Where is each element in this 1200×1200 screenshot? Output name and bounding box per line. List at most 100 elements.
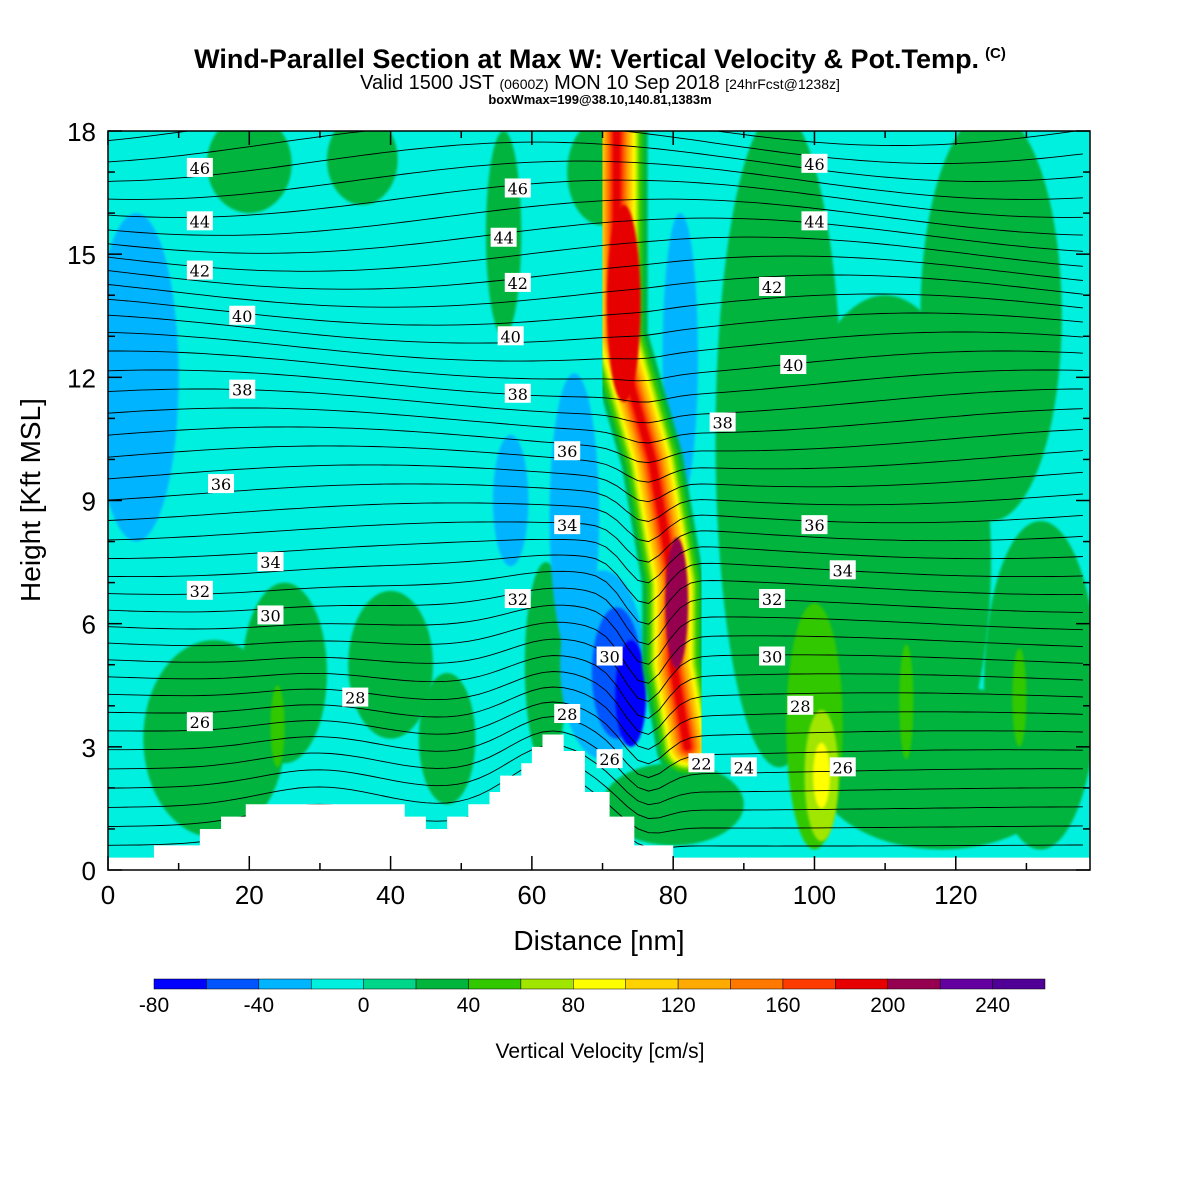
colorbar-swatch (992, 978, 1046, 990)
colorbar-tick-label: -40 (244, 994, 274, 1017)
x-tick-label: 120 (934, 880, 977, 910)
colorbar-tick-label: 40 (457, 994, 480, 1017)
isentrope-label-bg (186, 260, 213, 280)
isentrope-label-text: 24 (734, 758, 754, 777)
isentrope-line (108, 464, 1083, 503)
x-axis: 0 20 40 60 80 100 120 (101, 131, 1028, 910)
isentrope-label: 42 (186, 260, 213, 281)
y-tick-label: 3 (82, 733, 96, 763)
chart-title: Wind-Parallel Section at Max W: Vertical… (0, 44, 1200, 75)
isentrope-label: 28 (554, 703, 581, 724)
y-tick-label: 9 (82, 487, 96, 517)
isentrope-line (108, 502, 1083, 543)
isentrope-label-bg (759, 277, 786, 297)
isentrope-line (108, 388, 1083, 424)
colorbar-swatch (782, 978, 836, 990)
isentrope-line (108, 236, 1083, 272)
isentrope-label-text: 26 (599, 750, 619, 769)
x-tick-label: 0 (101, 880, 115, 910)
velocity-cell (602, 763, 744, 846)
isentrope-line (108, 521, 1083, 563)
contour-labels: 46 44 42 40 38 36 34 32 30 28 26 46 44 42 40 38 36 34 32 30… (186, 153, 856, 777)
isentrope-line (108, 160, 1083, 200)
isentrope-label-text: 32 (508, 590, 528, 609)
isentrope-label: 34 (829, 560, 856, 580)
isentrope-line (108, 445, 1083, 483)
velocity-cell (1012, 648, 1027, 747)
isentrope-line (108, 570, 1083, 625)
y-tick-label: 18 (67, 117, 96, 147)
velocity-cell (920, 131, 1062, 521)
colorbar-swatch (310, 978, 364, 990)
isentrope-label: 38 (504, 383, 531, 404)
colorbar-tick-label: 0 (358, 994, 370, 1017)
isentrope-line (108, 274, 1083, 308)
y-axis-title: Height [Kft MSL] (15, 398, 46, 602)
y-tick-label: 0 (82, 856, 96, 886)
x-axis-title: Distance [nm] (513, 925, 684, 956)
isentrope-label-bg (801, 211, 828, 231)
colorbar-tick-label: 240 (975, 994, 1010, 1017)
isentrope-label: 38 (709, 412, 736, 432)
isentrope-label-text: 36 (804, 516, 824, 535)
velocity-cell (899, 644, 914, 760)
isentrope-label-bg (504, 589, 531, 609)
isentrope-label: 40 (229, 305, 256, 326)
isentrope-label-bg (497, 326, 524, 346)
isentrope-line (108, 621, 1083, 684)
isentrope-line (108, 141, 1083, 182)
colorbar-tick-label: 80 (562, 994, 585, 1017)
colorbar-tick-label: 160 (765, 994, 800, 1017)
isentrope-line (108, 131, 1079, 146)
isentrope-line (108, 331, 1083, 362)
isentrope-label-text: 34 (557, 516, 577, 535)
isentrope-label: 30 (596, 646, 623, 667)
isentrope-line (108, 483, 1083, 522)
isentrope-label-bg (759, 646, 786, 666)
isentrope-label-text: 26 (190, 713, 210, 732)
isentrope-label-bg (229, 305, 256, 325)
velocity-cell (327, 131, 398, 205)
isentrope-label-bg (490, 227, 517, 247)
isentrope-label-text: 36 (211, 475, 231, 494)
terrain-polygon (108, 734, 1090, 870)
isentrope-line (108, 426, 1083, 464)
isentrope-label-text: 30 (260, 606, 280, 625)
isentrope-label-bg (780, 355, 807, 375)
isentrope-label-bg (257, 552, 284, 572)
isentrope-line (108, 655, 1083, 719)
y-tick-label: 15 (67, 240, 96, 270)
isentrope-label-text: 42 (762, 278, 782, 297)
isentrope-label-text: 30 (762, 648, 782, 667)
isentrope-label-bg (554, 441, 581, 461)
isentrope-label-bg (186, 211, 213, 231)
isentrope-label-text: 30 (599, 648, 619, 667)
isentrope-label: 46 (801, 153, 828, 174)
isentrope-label-text: 44 (190, 212, 210, 231)
isentrope-label: 32 (504, 589, 531, 609)
isentrope-label-bg (504, 178, 531, 198)
isentrope-line (108, 604, 1083, 665)
isentrope-label-text: 32 (762, 590, 782, 609)
colorbar-tick-label: 120 (661, 994, 696, 1017)
velocity-cell (606, 204, 641, 402)
isentrope-label: 36 (554, 441, 581, 461)
velocity-cell (623, 664, 639, 731)
isentrope-label-bg (186, 157, 213, 177)
isentrope-label: 42 (504, 272, 531, 293)
isentrope-line (108, 701, 1083, 765)
isentrope-label-bg (801, 515, 828, 535)
isentrope-label-text: 32 (190, 582, 210, 601)
isentrope-label-text: 38 (508, 385, 528, 404)
colorbar-tick-label: -80 (139, 994, 169, 1017)
colorbar-swatch (258, 978, 312, 990)
colorbar-swatch (206, 978, 260, 990)
colorbar-swatch (363, 978, 417, 990)
valid-date: MON 10 Sep 2018 (554, 72, 720, 94)
isentrope-line (108, 369, 1083, 403)
colorbar-swatch (939, 978, 993, 990)
isentrope-label: 46 (186, 157, 213, 178)
isentrope-label-text: 38 (712, 413, 732, 432)
potential-temperature-contours (108, 131, 1083, 849)
